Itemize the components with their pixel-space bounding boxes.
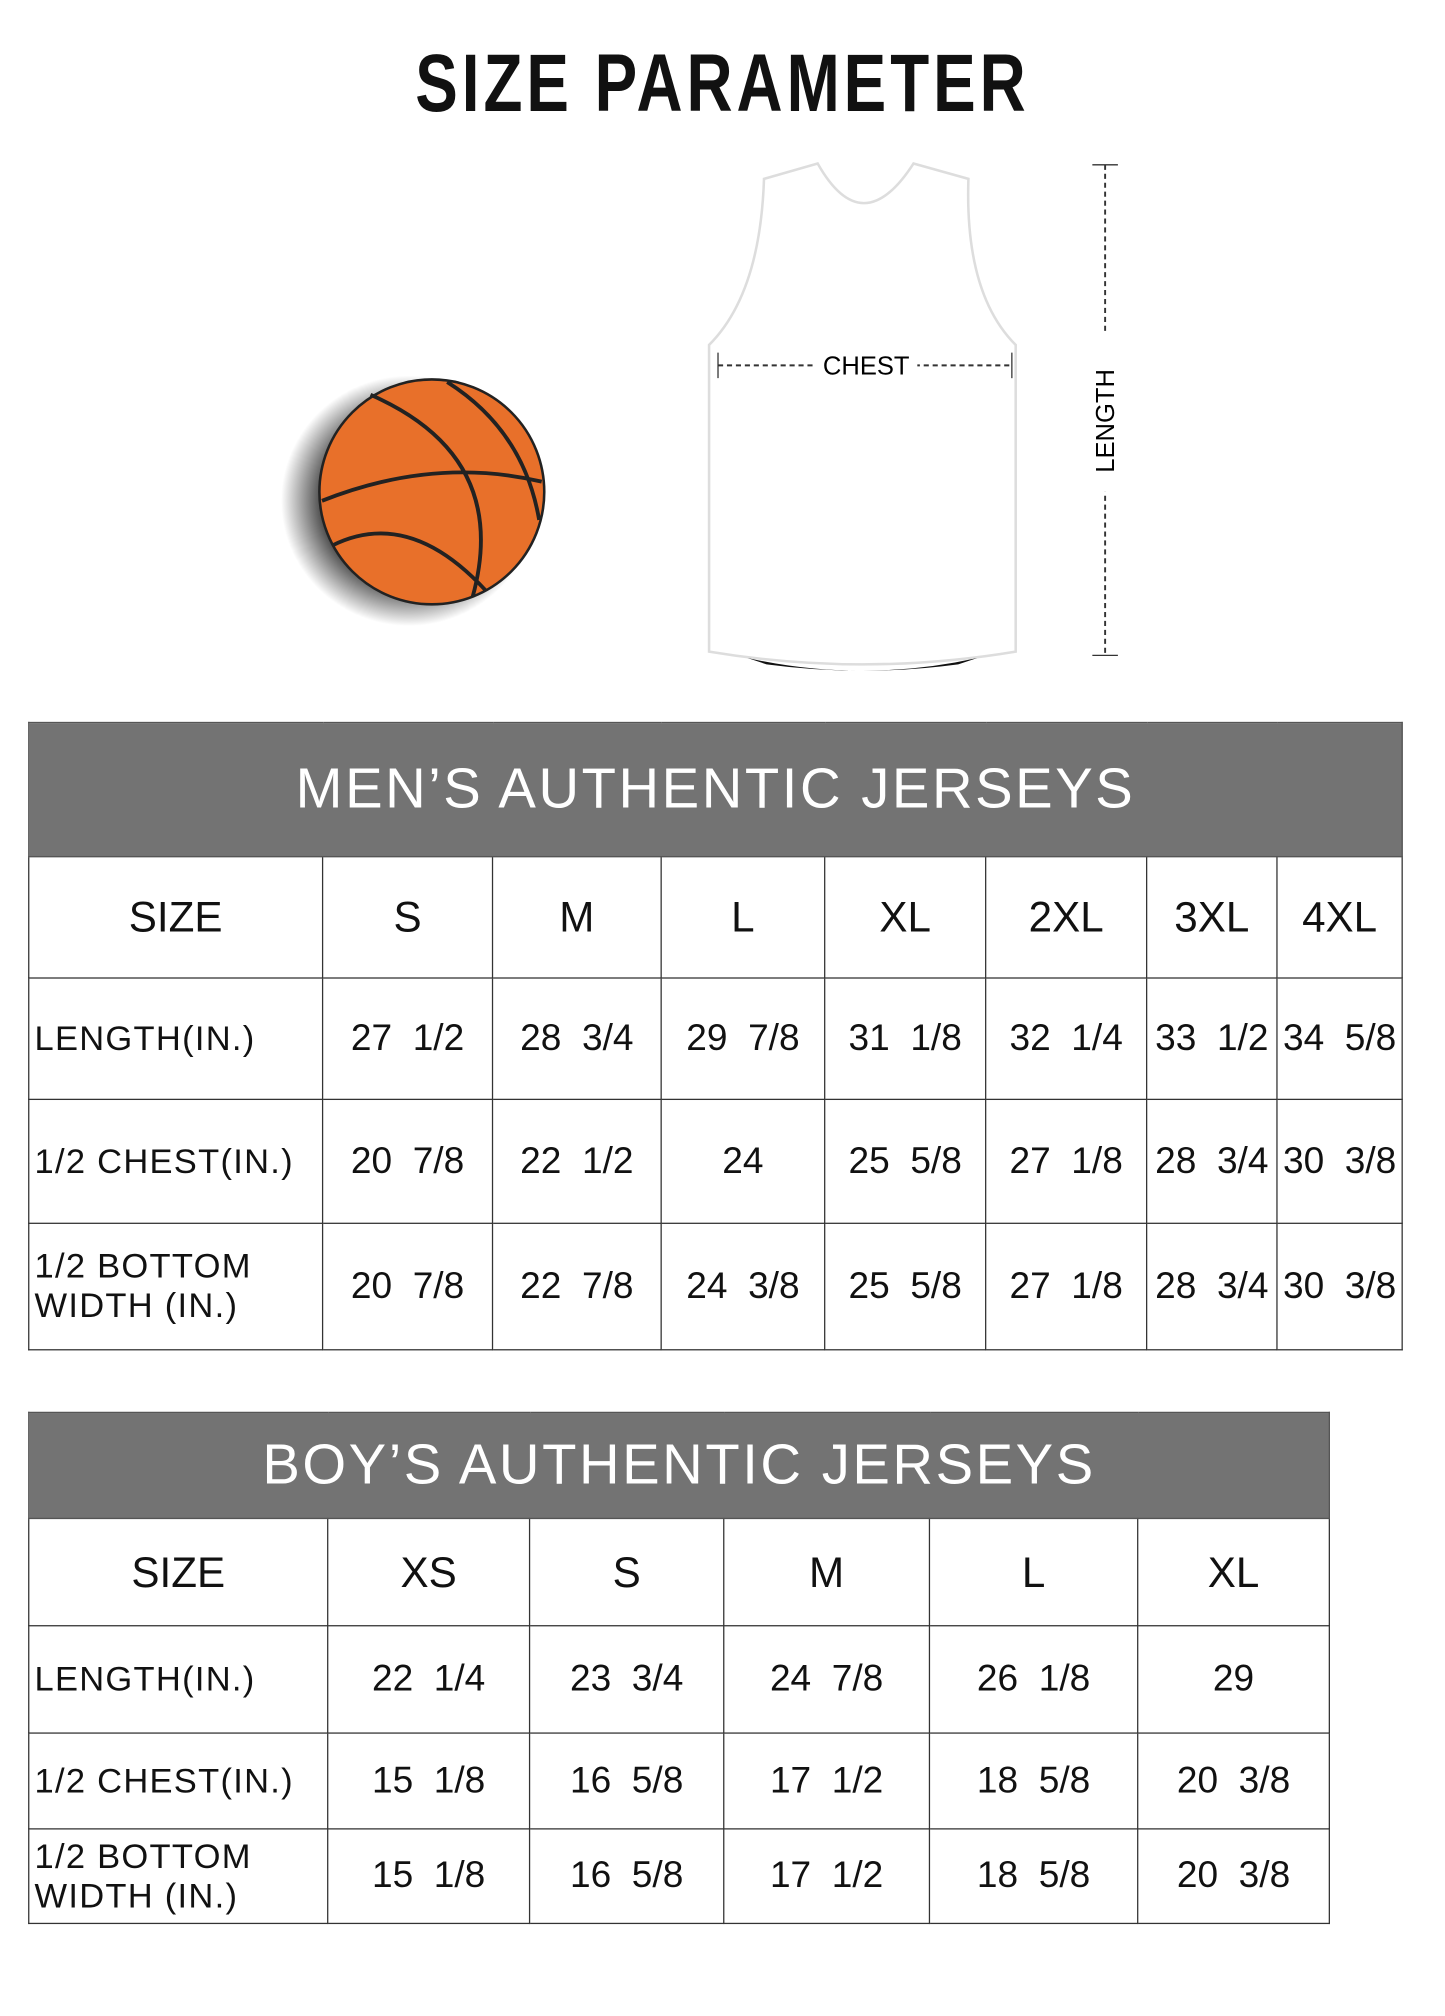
table-cell: 20 7/8 (321, 1098, 494, 1224)
table-cell: 20 3/8 (1137, 1828, 1331, 1925)
table-cell: 27 1/8 (985, 1222, 1148, 1351)
table-cell: 17 1/2 (723, 1732, 931, 1830)
table-cell: 28 3/4 (1146, 1098, 1278, 1224)
row-label: 1/2 BOTTOM WIDTH (IN.) (28, 1222, 324, 1351)
table-cell: 15 1/8 (327, 1732, 531, 1830)
table-cell: 29 7/8 (660, 977, 826, 1101)
size-column-header: M (491, 855, 662, 979)
table-cell: 24 (660, 1098, 826, 1224)
table-row: 1/2 BOTTOM WIDTH (IN.) 15 1/8 16 5/8 17 1/2… (28, 1828, 1331, 1925)
basketball-icon (281, 375, 546, 627)
table-cell: 18 5/8 (928, 1828, 1139, 1925)
table-cell: 20 3/8 (1137, 1732, 1331, 1830)
table-cell: 29 (1137, 1625, 1331, 1734)
size-column-header: M (723, 1517, 931, 1627)
table-cell: 24 7/8 (723, 1625, 931, 1734)
mens-size-table: MEN’S AUTHENTIC JERSEYS SIZE S M L XL 2XL 3XL 4… (28, 721, 1403, 1351)
table-row: LENGTH(IN.) 27 1/2 28 3/4 29 7/8 31 1/8 32 1/… (28, 977, 1403, 1101)
table-cell: 23 3/4 (528, 1625, 725, 1734)
row-label: 1/2 CHEST(IN.) (28, 1732, 329, 1830)
table-cell: 27 1/8 (985, 1098, 1148, 1224)
table-cell: 30 3/8 (1276, 1222, 1403, 1351)
boys-size-table: BOY’S AUTHENTIC JERSEYS SIZE XS S M L XL LENGT… (28, 1411, 1331, 1925)
table-cell: 28 3/4 (1146, 1222, 1278, 1351)
size-column-header: XL (824, 855, 987, 979)
page-title: SIZE PARAMETER (415, 37, 1030, 130)
table-cell: 33 1/2 (1146, 977, 1278, 1101)
table-cell: 26 1/8 (928, 1625, 1139, 1734)
table-cell: 15 1/8 (327, 1828, 531, 1925)
size-label: SIZE (28, 1517, 329, 1627)
table-cell: 17 1/2 (723, 1828, 931, 1925)
size-column-header: S (528, 1517, 725, 1627)
table-cell: 22 1/4 (327, 1625, 531, 1734)
table-cell: 27 1/2 (321, 977, 494, 1101)
size-column-header: 4XL (1276, 855, 1403, 979)
size-column-header: L (660, 855, 826, 979)
table-cell: 25 5/8 (824, 1098, 987, 1224)
row-label: LENGTH(IN.) (28, 977, 324, 1101)
size-column-header: XL (1137, 1517, 1331, 1627)
table-cell: 20 7/8 (321, 1222, 494, 1351)
size-column-header: 2XL (985, 855, 1148, 979)
size-column-header: S (321, 855, 494, 979)
length-label: LENGTH (1092, 369, 1120, 473)
row-label: 1/2 BOTTOM WIDTH (IN.) (28, 1828, 329, 1925)
table-cell: 16 5/8 (528, 1732, 725, 1830)
row-label: 1/2 CHEST(IN.) (28, 1098, 324, 1224)
table-row: 1/2 BOTTOM WIDTH (IN.) 20 7/8 22 7/8 24 3/8… (28, 1222, 1403, 1351)
boys-table-title: BOY’S AUTHENTIC JERSEYS (28, 1411, 1331, 1520)
size-label: SIZE (28, 855, 324, 979)
table-cell: 32 1/4 (985, 977, 1148, 1101)
table-row: 1/2 CHEST(IN.) 20 7/8 22 1/2 24 25 5/8 27 1/8… (28, 1098, 1403, 1224)
mens-table-title: MEN’S AUTHENTIC JERSEYS (28, 721, 1403, 858)
table-cell: 18 5/8 (928, 1732, 1139, 1830)
table-cell: 34 5/8 (1276, 977, 1403, 1101)
chest-label: CHEST (823, 352, 910, 380)
table-row: 1/2 CHEST(IN.) 15 1/8 16 5/8 17 1/2 18 5/8 20… (28, 1732, 1331, 1830)
table-cell: 25 5/8 (824, 1222, 987, 1351)
row-label: LENGTH(IN.) (28, 1625, 329, 1734)
table-row: LENGTH(IN.) 22 1/4 23 3/4 24 7/8 26 1/8 29 (28, 1625, 1331, 1734)
size-column-header: XS (327, 1517, 531, 1627)
table-cell: 28 3/4 (491, 977, 662, 1101)
size-column-header: L (928, 1517, 1139, 1627)
table-cell: 22 1/2 (491, 1098, 662, 1224)
table-cell: 22 7/8 (491, 1222, 662, 1351)
table-cell: 31 1/8 (824, 977, 987, 1101)
size-header-row: SIZE S M L XL 2XL 3XL 4XL (28, 855, 1403, 979)
length-marker: LENGTH (1087, 164, 1124, 657)
jersey-diagram: CHEST (707, 162, 1017, 671)
table-cell: 24 3/8 (660, 1222, 826, 1351)
table-cell: 30 3/8 (1276, 1098, 1403, 1224)
size-column-header: 3XL (1146, 855, 1278, 979)
table-cell: 16 5/8 (528, 1828, 725, 1925)
size-header-row: SIZE XS S M L XL (28, 1517, 1331, 1627)
